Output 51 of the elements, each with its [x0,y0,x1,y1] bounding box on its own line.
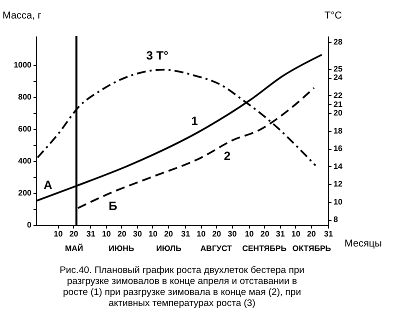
x-axis-title: Месяцы [344,238,382,250]
y-tick-label: 200 [18,188,32,198]
x-tick-label: 20 [306,230,316,238]
text: ОКТЯБРЬ [292,244,332,253]
y-tick-label: 1000 [14,60,32,70]
x-tick-label: 20 [164,230,174,238]
series-label: 1 [191,114,198,128]
text: ИЮНЬ [108,244,134,253]
y2-tick-label: 10 [334,197,343,206]
series-label: 3 T° [146,48,169,63]
x-tick-label: 31 [86,230,96,238]
x-tick-label: 20 [117,230,127,238]
x-tick-label: 10 [196,230,206,238]
y-tick-label: 800 [18,92,32,102]
y2-tick-label: 24 [334,73,343,82]
y2-axis-title: T°C [324,10,342,22]
y-tick-label: 0 [27,220,32,230]
y-axis-title: Масса, г [2,10,42,22]
series-label: 2 [224,148,231,163]
y2-tick-label: 8 [334,215,338,224]
text: Рис.40. Плановый график роста двухлеток бестера при разгрузке зимовалов в конце апреля и отставании в росте (1) при разгрузке зимовала в конце мая (2), при активных температурах роста (3) [60,265,304,309]
x-tick-label: 30 [133,230,142,238]
y2-tick-label: 20 [334,108,343,118]
annotation: Б [108,199,118,214]
y2-tick-label: 28 [334,38,343,47]
x-tick-label: 31 [181,230,191,238]
y2-tick-label: 18 [334,126,343,136]
y2-tick-label: 12 [334,180,343,189]
x-tick-label: 10 [291,230,301,238]
y2-tick-label: 14 [334,162,343,171]
y2-tick-label: 16 [334,144,343,154]
x-tick-label: 20 [260,230,270,238]
x-tick-label: 10 [54,230,64,238]
x-tick-label: 10 [148,230,158,238]
x-tick-label: 31 [324,230,334,238]
text: МАЙ [64,243,84,253]
x-tick-label: 31 [276,230,286,238]
text: АВГУСТ [200,244,232,253]
y-tick-label: 600 [18,124,32,134]
x-tick-label: 30 [228,230,238,238]
y2-tick-label: 22 [334,90,343,100]
x-tick-label: 10 [102,230,112,238]
x-tick-label: 20 [69,230,79,238]
x-tick-label: 20 [212,230,222,238]
text: ИЮЛЬ [156,244,182,253]
annotation: А [44,178,53,192]
text: СЕНТЯБРЬ [242,244,287,253]
y-tick-label: 400 [18,156,32,166]
x-tick-label: 10 [244,230,254,238]
y2-tick-label: 25 [334,64,343,74]
y2-tick-label: 21 [334,100,343,109]
